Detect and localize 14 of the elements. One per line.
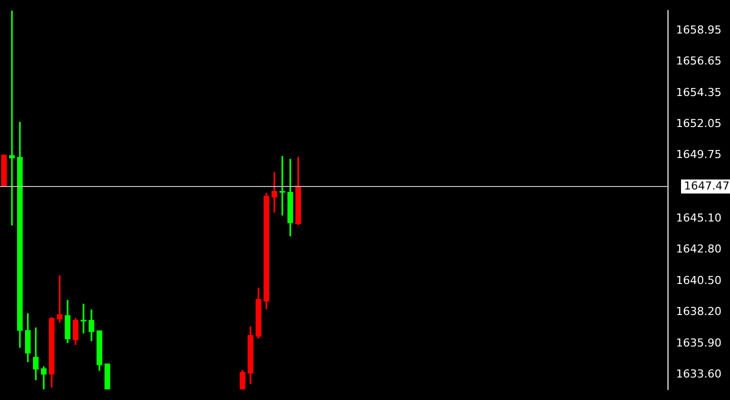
y-tick-label: 1654.35 [676,86,722,99]
candlestick [9,10,15,226]
y-tick-label: 1638.20 [676,305,722,318]
y-tick-label: 1633.60 [676,368,722,381]
y-tick-label: 1640.50 [676,274,722,287]
y-tick-label: 1652.05 [676,117,722,130]
candlestick [80,304,86,334]
y-tick-label: 1642.80 [676,242,722,256]
y-tick-label: 1656.65 [676,54,722,68]
y-tick-label: 1645.10 [676,211,722,224]
y-tick-label: 1658.95 [676,23,722,36]
y-tick-label: 1635.90 [676,336,722,350]
ref-line-label: 1647.47 [684,179,730,192]
y-tick-label: 1649.75 [676,148,722,162]
